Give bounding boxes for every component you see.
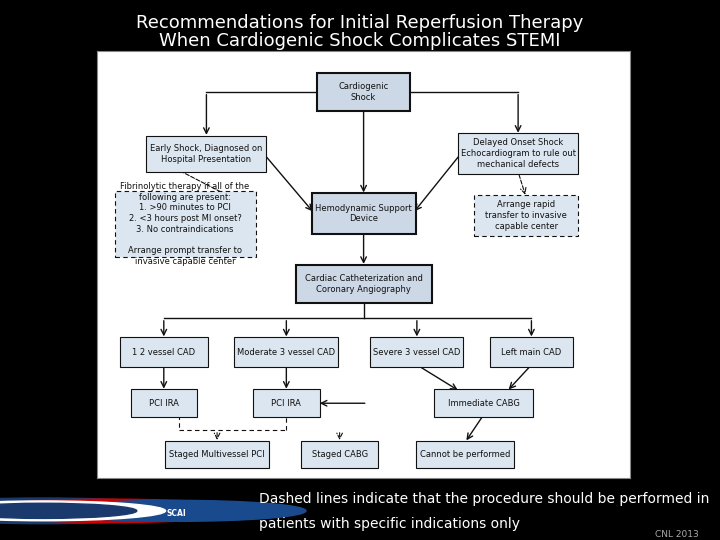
Text: ♥: ♥ [105, 505, 118, 519]
FancyBboxPatch shape [296, 265, 431, 303]
FancyBboxPatch shape [490, 337, 572, 367]
Text: Cardiogenic
Shock: Cardiogenic Shock [338, 82, 389, 102]
FancyBboxPatch shape [130, 389, 197, 417]
FancyBboxPatch shape [370, 337, 464, 367]
Text: Cannot be performed: Cannot be performed [420, 450, 510, 459]
FancyBboxPatch shape [474, 195, 578, 236]
Text: Arrange rapid
transfer to invasive
capable center: Arrange rapid transfer to invasive capab… [485, 200, 567, 231]
FancyBboxPatch shape [114, 191, 256, 257]
Text: CNL 2013: CNL 2013 [654, 530, 698, 539]
Text: Staged CABG: Staged CABG [312, 450, 368, 459]
FancyBboxPatch shape [301, 441, 378, 468]
Text: 1 2 vessel CAD: 1 2 vessel CAD [132, 348, 195, 356]
FancyBboxPatch shape [253, 389, 320, 417]
Text: Immediate CABG: Immediate CABG [448, 399, 519, 408]
FancyBboxPatch shape [165, 441, 269, 468]
Text: Severe 3 vessel CAD: Severe 3 vessel CAD [373, 348, 461, 356]
Circle shape [0, 499, 256, 523]
Text: Fibrinolytic therapy if all of the
following are present:
1. >90 minutes to PCI
: Fibrinolytic therapy if all of the follo… [120, 182, 250, 266]
FancyBboxPatch shape [235, 337, 338, 367]
Text: Cardiac Catheterization and
Coronary Angiography: Cardiac Catheterization and Coronary Ang… [305, 274, 423, 294]
Circle shape [0, 498, 202, 524]
FancyBboxPatch shape [146, 136, 266, 172]
Text: Delayed Onset Shock
Echocardiogram to rule out
mechanical defects: Delayed Onset Shock Echocardiogram to ru… [461, 138, 575, 169]
Text: Recommendations for Initial Reperfusion Therapy: Recommendations for Initial Reperfusion … [136, 14, 584, 31]
Text: patients with specific indications only: patients with specific indications only [259, 517, 521, 531]
Text: Moderate 3 vessel CAD: Moderate 3 vessel CAD [238, 348, 336, 356]
Text: Hemodynamic Support
Device: Hemodynamic Support Device [315, 204, 412, 223]
FancyBboxPatch shape [434, 389, 533, 417]
Text: PCI IRA: PCI IRA [149, 399, 179, 408]
FancyBboxPatch shape [415, 441, 514, 468]
Circle shape [0, 501, 166, 521]
Text: Left main CAD: Left main CAD [501, 348, 562, 356]
FancyBboxPatch shape [458, 133, 578, 174]
Circle shape [47, 501, 306, 521]
Text: Staged Multivessel PCI: Staged Multivessel PCI [169, 450, 265, 459]
Text: PCI IRA: PCI IRA [271, 399, 301, 408]
Text: Early Shock, Diagnosed on
Hospital Presentation: Early Shock, Diagnosed on Hospital Prese… [150, 144, 263, 164]
Circle shape [0, 503, 137, 518]
Text: Dashed lines indicate that the procedure should be performed in: Dashed lines indicate that the procedure… [259, 492, 710, 506]
FancyBboxPatch shape [317, 73, 410, 111]
FancyBboxPatch shape [312, 193, 415, 234]
Text: When Cardiogenic Shock Complicates STEMI: When Cardiogenic Shock Complicates STEMI [159, 32, 561, 50]
Text: SCAI: SCAI [166, 509, 186, 518]
FancyBboxPatch shape [120, 337, 208, 367]
